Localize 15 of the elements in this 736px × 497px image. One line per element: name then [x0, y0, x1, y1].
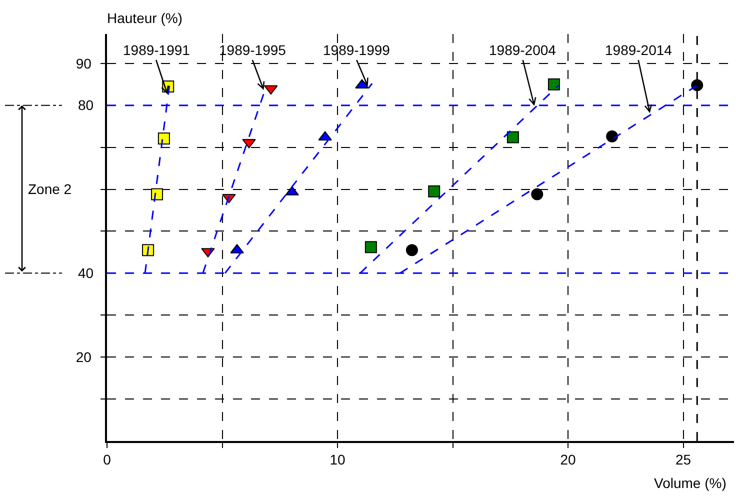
ref-line-label: 80 [78, 97, 94, 113]
annotation: 1989-1995 [219, 42, 286, 58]
x-tick-label: 10 [330, 452, 346, 468]
x-tick-label: 0 [103, 452, 112, 468]
y-axis-title: Hauteur (%) [107, 10, 182, 26]
annotation: 1989-2014 [605, 42, 672, 58]
y-tick-label: 90 [76, 55, 92, 72]
x-tick-label: 25 [676, 452, 692, 468]
annotation: 1989-1991 [123, 42, 190, 58]
text: Zone 2 [28, 181, 72, 197]
annotation: 1989-1999 [323, 42, 390, 58]
ref-line-label: 40 [78, 265, 94, 281]
x-tick-label: 20 [560, 452, 576, 468]
annotation: 1989-2004 [489, 42, 556, 58]
x-axis-title: Volume (%) [654, 475, 726, 491]
